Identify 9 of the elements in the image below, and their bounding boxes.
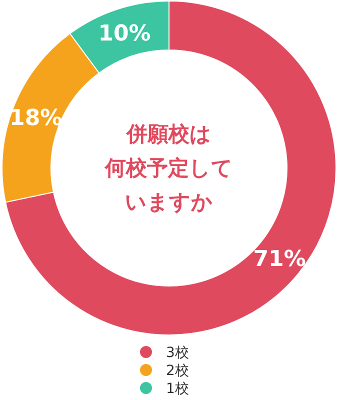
- legend-label: 3校: [166, 345, 189, 361]
- text: 併願校は: [124, 121, 212, 148]
- text: いますか: [124, 189, 214, 216]
- legend-label: 2校: [166, 363, 189, 379]
- data-label: 71%: [253, 246, 306, 272]
- data-label: 18%: [10, 106, 62, 132]
- data-label: 10%: [98, 22, 151, 47]
- legend-label: 1校: [166, 381, 189, 397]
- text: 何校予定して: [103, 155, 234, 182]
